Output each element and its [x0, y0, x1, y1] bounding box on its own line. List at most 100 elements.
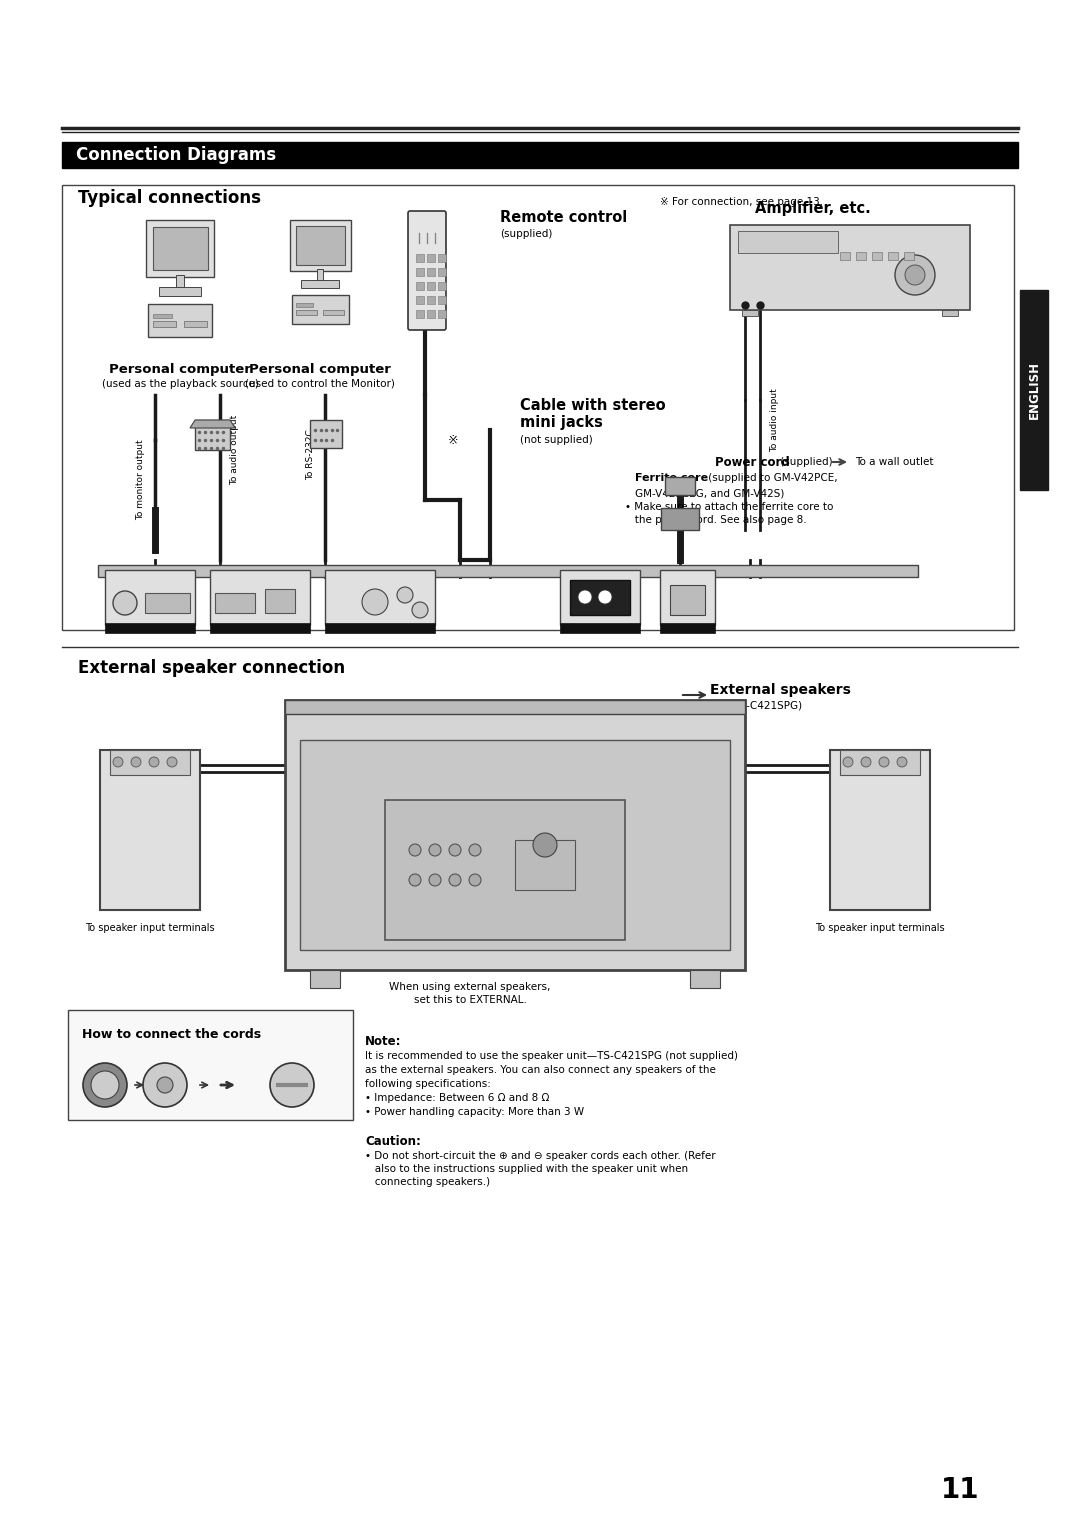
Text: Ferrite core: Ferrite core	[635, 473, 708, 482]
Text: It is recommended to use the speaker unit—TS-C421SPG (not supplied): It is recommended to use the speaker uni…	[365, 1050, 738, 1061]
Circle shape	[897, 756, 907, 767]
Text: Note:: Note:	[365, 1035, 402, 1049]
Bar	[561, 570, 640, 625]
Circle shape	[409, 844, 421, 856]
Bar	[285, 700, 745, 713]
Circle shape	[843, 756, 853, 767]
FancyBboxPatch shape	[408, 211, 446, 331]
Bar	[438, 309, 446, 318]
Circle shape	[149, 756, 159, 767]
Bar	[438, 295, 446, 305]
Text: Amplifier, etc.: Amplifier, etc.	[755, 201, 870, 216]
Bar	[427, 254, 435, 262]
Bar	[840, 750, 920, 775]
Circle shape	[895, 256, 935, 295]
Bar	[148, 303, 212, 337]
Circle shape	[91, 1072, 119, 1099]
Bar	[310, 419, 342, 449]
Bar	[325, 570, 435, 625]
Bar	[215, 592, 255, 612]
Circle shape	[113, 591, 137, 615]
Bar	[660, 623, 715, 632]
Text: AUDIO: AUDIO	[366, 634, 394, 643]
Text: as the external speakers. You can also connect any speakers of the: as the external speakers. You can also c…	[365, 1066, 716, 1075]
Circle shape	[449, 844, 461, 856]
Bar	[690, 971, 720, 987]
Bar	[195, 419, 230, 450]
Bar	[301, 280, 339, 288]
Bar	[427, 309, 435, 318]
Circle shape	[578, 589, 592, 605]
Text: also to the instructions supplied with the speaker unit when: also to the instructions supplied with t…	[365, 1164, 688, 1174]
Circle shape	[411, 602, 428, 619]
Circle shape	[270, 1063, 314, 1107]
Bar	[159, 288, 201, 295]
Bar	[730, 225, 970, 309]
Text: connecting speakers.): connecting speakers.)	[365, 1177, 490, 1187]
Bar	[427, 282, 435, 289]
Bar	[942, 309, 958, 315]
Bar	[105, 570, 195, 625]
Circle shape	[469, 874, 481, 886]
Text: To speaker input terminals: To speaker input terminals	[815, 923, 945, 932]
Bar	[153, 227, 208, 271]
Bar	[176, 276, 184, 286]
Bar	[153, 322, 176, 328]
Circle shape	[113, 756, 123, 767]
Text: the power cord. See also page 8.: the power cord. See also page 8.	[625, 514, 807, 525]
Text: ENGLISH: ENGLISH	[1027, 361, 1040, 419]
Bar	[285, 700, 745, 971]
Bar	[210, 623, 310, 632]
Text: (supplied to GM-V42PCE,: (supplied to GM-V42PCE,	[705, 473, 838, 482]
Text: mini jacks: mini jacks	[519, 415, 603, 430]
Text: To audio output: To audio output	[230, 415, 239, 485]
Text: Typical connections: Typical connections	[78, 188, 261, 207]
Bar	[515, 841, 575, 890]
Text: Personal computer: Personal computer	[109, 363, 251, 377]
Text: 11: 11	[941, 1476, 980, 1503]
Text: To speaker input terminals: To speaker input terminals	[85, 923, 215, 932]
Bar	[831, 750, 930, 909]
Bar	[438, 268, 446, 276]
Text: When using external speakers,: When using external speakers,	[389, 981, 551, 992]
Text: Caution:: Caution:	[365, 1134, 421, 1148]
Bar	[427, 295, 435, 305]
Bar	[416, 309, 424, 318]
Bar	[325, 623, 435, 632]
Circle shape	[449, 874, 461, 886]
Bar	[1020, 289, 1048, 490]
Circle shape	[598, 589, 612, 605]
Bar	[265, 589, 295, 612]
Bar	[296, 311, 316, 315]
Bar	[670, 585, 705, 615]
Bar	[661, 508, 699, 530]
Text: POWER: POWER	[671, 634, 703, 643]
Bar	[665, 478, 696, 495]
Text: (Ex. TS-C421SPG): (Ex. TS-C421SPG)	[710, 701, 802, 710]
Circle shape	[131, 756, 141, 767]
Text: RGB A: RGB A	[137, 634, 163, 643]
Bar	[145, 592, 190, 612]
Circle shape	[362, 589, 388, 615]
Text: To audio input: To audio input	[770, 389, 779, 452]
Bar	[888, 253, 897, 260]
Bar	[110, 750, 190, 775]
Text: • Make sure to attach the ferrite core to: • Make sure to attach the ferrite core t…	[625, 502, 834, 511]
Circle shape	[469, 844, 481, 856]
Text: ※: ※	[448, 433, 458, 447]
Text: How to connect the cords: How to connect the cords	[82, 1029, 261, 1041]
Bar	[856, 253, 866, 260]
Bar	[904, 253, 914, 260]
Bar	[570, 580, 630, 615]
Bar	[438, 254, 446, 262]
Bar	[738, 231, 838, 253]
Bar	[210, 570, 310, 625]
Text: Personal computer: Personal computer	[249, 363, 391, 377]
Bar	[310, 971, 340, 987]
Circle shape	[157, 1076, 173, 1093]
Text: External speaker connection: External speaker connection	[78, 658, 346, 677]
Text: To monitor output: To monitor output	[136, 439, 145, 521]
Bar	[416, 282, 424, 289]
Bar	[660, 570, 715, 625]
Circle shape	[534, 833, 557, 857]
